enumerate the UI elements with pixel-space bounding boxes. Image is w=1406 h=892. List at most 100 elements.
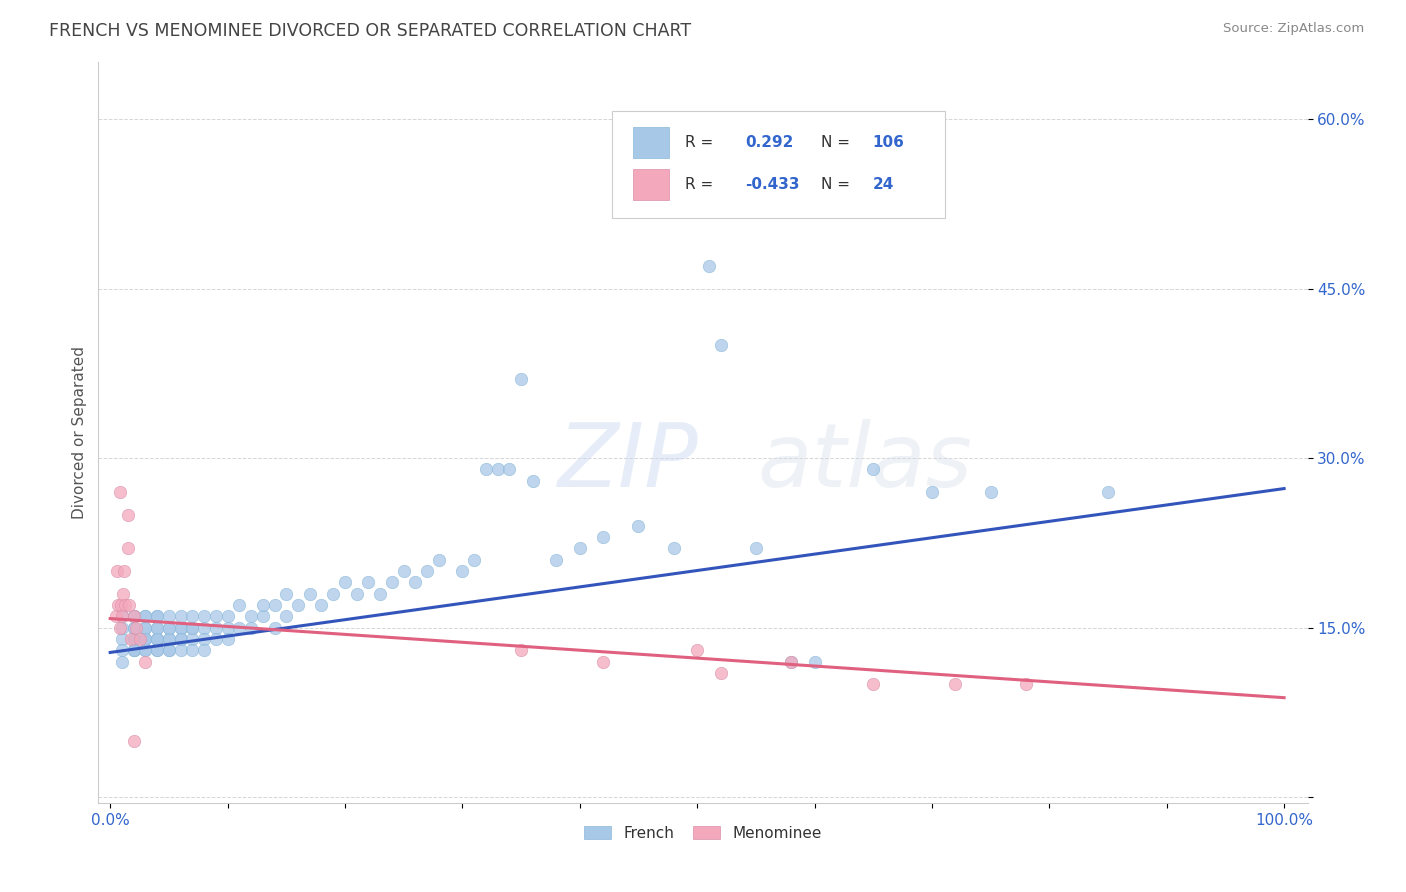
Point bbox=[117, 541, 139, 556]
Point bbox=[463, 553, 485, 567]
Point bbox=[710, 338, 733, 352]
Legend: French, Menominee: French, Menominee bbox=[578, 820, 828, 847]
Text: atlas: atlas bbox=[758, 419, 973, 505]
Y-axis label: Divorced or Separated: Divorced or Separated bbox=[72, 346, 87, 519]
Point bbox=[392, 564, 415, 578]
Point bbox=[181, 643, 204, 657]
Point bbox=[217, 609, 239, 624]
Point bbox=[193, 609, 215, 624]
Point bbox=[193, 632, 215, 646]
Point bbox=[228, 598, 250, 612]
Bar bbox=[633, 127, 669, 158]
Point bbox=[346, 587, 368, 601]
Point bbox=[146, 632, 169, 646]
Point bbox=[862, 677, 884, 691]
Point bbox=[263, 598, 285, 612]
Point bbox=[263, 621, 285, 635]
Text: -0.433: -0.433 bbox=[745, 178, 800, 192]
Point bbox=[546, 553, 568, 567]
Point bbox=[780, 655, 803, 669]
Point bbox=[146, 609, 169, 624]
Point bbox=[146, 632, 169, 646]
Point bbox=[510, 643, 533, 657]
Point bbox=[1015, 677, 1038, 691]
Text: N =: N = bbox=[821, 178, 851, 192]
Point bbox=[122, 621, 145, 635]
Point bbox=[276, 587, 298, 601]
Point bbox=[122, 643, 145, 657]
Point bbox=[111, 632, 134, 646]
Point bbox=[111, 655, 134, 669]
Point bbox=[112, 587, 135, 601]
Point bbox=[193, 621, 215, 635]
Point bbox=[945, 677, 967, 691]
Point bbox=[122, 632, 145, 646]
Point bbox=[122, 632, 145, 646]
Point bbox=[217, 632, 239, 646]
Point bbox=[122, 733, 145, 747]
Point bbox=[745, 541, 768, 556]
Point bbox=[146, 609, 169, 624]
Point bbox=[169, 609, 191, 624]
Point bbox=[686, 179, 709, 194]
Point bbox=[125, 621, 148, 635]
Point bbox=[240, 621, 263, 635]
Point bbox=[114, 598, 136, 612]
Point bbox=[134, 632, 156, 646]
Point bbox=[204, 632, 226, 646]
Point bbox=[276, 609, 298, 624]
Point bbox=[122, 609, 145, 624]
Point bbox=[181, 621, 204, 635]
Point bbox=[122, 609, 145, 624]
Point bbox=[134, 632, 156, 646]
Point bbox=[592, 530, 614, 544]
Point bbox=[111, 609, 134, 624]
Point bbox=[980, 485, 1002, 500]
Point bbox=[169, 621, 191, 635]
Point bbox=[193, 643, 215, 657]
Point bbox=[368, 587, 391, 601]
Point bbox=[204, 609, 226, 624]
Point bbox=[108, 621, 131, 635]
Point bbox=[146, 643, 169, 657]
Point bbox=[298, 587, 321, 601]
Point bbox=[451, 564, 474, 578]
Point bbox=[169, 632, 191, 646]
Point bbox=[134, 609, 156, 624]
Point bbox=[662, 541, 685, 556]
Point bbox=[181, 609, 204, 624]
Point bbox=[157, 621, 180, 635]
Point bbox=[510, 372, 533, 386]
Point bbox=[134, 643, 156, 657]
Point bbox=[204, 621, 226, 635]
Point bbox=[240, 609, 263, 624]
Point bbox=[157, 643, 180, 657]
Point bbox=[110, 598, 132, 612]
Point bbox=[128, 632, 150, 646]
Text: R =: R = bbox=[685, 178, 713, 192]
Text: Source: ZipAtlas.com: Source: ZipAtlas.com bbox=[1223, 22, 1364, 36]
Point bbox=[228, 621, 250, 635]
Point bbox=[181, 632, 204, 646]
FancyBboxPatch shape bbox=[613, 111, 945, 218]
Point bbox=[122, 632, 145, 646]
Point bbox=[486, 462, 509, 476]
Point bbox=[416, 564, 439, 578]
Point bbox=[686, 643, 709, 657]
Point bbox=[120, 632, 142, 646]
Text: FRENCH VS MENOMINEE DIVORCED OR SEPARATED CORRELATION CHART: FRENCH VS MENOMINEE DIVORCED OR SEPARATE… bbox=[49, 22, 692, 40]
Point bbox=[780, 655, 803, 669]
Point bbox=[169, 632, 191, 646]
Point bbox=[118, 598, 141, 612]
Point bbox=[134, 609, 156, 624]
Point bbox=[697, 259, 720, 273]
Point bbox=[105, 564, 128, 578]
Point bbox=[1097, 485, 1119, 500]
Text: 24: 24 bbox=[872, 178, 894, 192]
Point bbox=[157, 643, 180, 657]
Point bbox=[592, 655, 614, 669]
Point bbox=[217, 621, 239, 635]
Point bbox=[111, 621, 134, 635]
Point bbox=[146, 632, 169, 646]
Point bbox=[381, 575, 404, 590]
